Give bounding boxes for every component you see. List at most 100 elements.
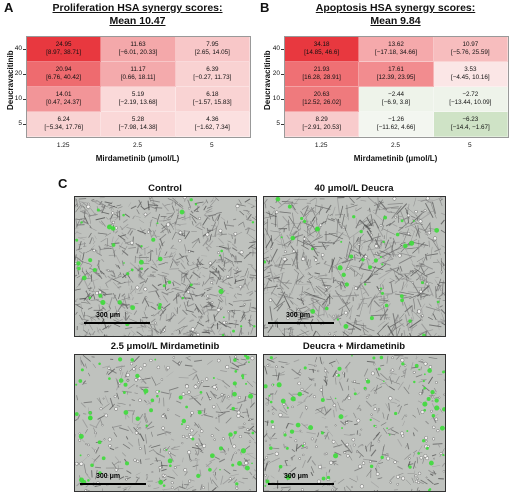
micrograph-control xyxy=(74,196,257,337)
panel-a-title-line2: Mean 10.47 xyxy=(109,15,166,27)
cell-ci: [−2.91, 20.53] xyxy=(302,124,342,131)
y-tick-mark xyxy=(281,48,284,50)
heatmap-cell: 21.93 [16.28, 28.91] xyxy=(285,62,360,87)
micrograph-title-combination: Deucra + Mirdametinib xyxy=(302,341,406,352)
y-tick-mark xyxy=(281,98,284,100)
cell-ci: [2.65, 14.05] xyxy=(194,49,230,56)
cell-value: −1.26 xyxy=(388,116,404,123)
heatmap-cell: 5.19 [−2.19, 13.68] xyxy=(101,87,176,112)
cell-value: 3.53 xyxy=(464,66,477,73)
y-tick-mark xyxy=(23,123,26,125)
cell-value: 8.29 xyxy=(315,116,328,123)
heatmap-cell: 6.39 [−0.27, 11.73] xyxy=(175,62,250,87)
cell-value: 7.95 xyxy=(206,41,219,48)
micrograph-title-deucra: 40 μmol/L Deucra xyxy=(314,183,394,194)
heatmap-cell: 10.97 [−5.76, 25.59] xyxy=(433,37,508,62)
x-tick-label: 5 xyxy=(468,142,472,149)
y-tick-label: 40 xyxy=(14,44,22,52)
panel-a-x-ticks: 1.25 2.5 5 xyxy=(26,140,249,152)
cell-value: 11.63 xyxy=(130,41,146,48)
scale-bar-mirdametinib xyxy=(80,483,146,485)
panel-b-heatmap: 34.18 [14.85, 46.6] 13.62 [−17.18, 34.66] 10… xyxy=(284,36,509,138)
micrograph-combination xyxy=(263,354,446,492)
cell-ci: [−4.45, 10.16] xyxy=(450,74,490,81)
y-tick-label: 20 xyxy=(272,69,280,77)
cell-ci: [−13.44, 10.09] xyxy=(449,99,492,106)
micrograph-texture xyxy=(75,355,256,491)
micrograph-title-mirdametinib: 2.5 μmol/L Mirdametinib xyxy=(110,341,220,352)
cell-ci: [12.39, 23.95] xyxy=(376,74,416,81)
heatmap-cell: 13.62 [−17.18, 34.66] xyxy=(359,37,434,62)
scale-bar-deucra xyxy=(268,322,334,324)
panel-b-x-ticks: 1.25 2.5 5 xyxy=(284,140,507,152)
micrograph-mirdametinib xyxy=(74,354,257,492)
cell-ci: [−2.19, 13.68] xyxy=(118,99,158,106)
cell-ci: [−7.98, 14.38] xyxy=(118,124,158,131)
scale-label-combination: 300 μm xyxy=(284,473,309,480)
cell-ci: [−1.57, 15.83] xyxy=(192,99,232,106)
cell-ci: [0.47, 24.37] xyxy=(46,99,82,106)
heatmap-cell: 6.24 [−5.34, 17.76] xyxy=(27,112,102,137)
cell-value: 34.18 xyxy=(313,41,330,48)
heatmap-cell: 3.53 [−4.45, 10.16] xyxy=(433,62,508,87)
cell-ci: [−11.62, 4.66] xyxy=(376,124,416,131)
cell-value: 11.17 xyxy=(130,66,146,73)
micrograph-deucra xyxy=(263,196,446,337)
micrograph-texture xyxy=(264,355,445,491)
cell-value: 20.63 xyxy=(313,91,330,98)
panel-a-heatmap: 24.95 [8.97, 38.71] 11.63 [−6.01, 20.33] 7.9… xyxy=(26,36,251,138)
cell-value: −6.23 xyxy=(462,116,479,123)
y-tick-mark xyxy=(23,48,26,50)
cell-ci: [−6.9, 3.8] xyxy=(381,99,411,106)
panel-a-y-ticks: 40 20 10 5 xyxy=(8,36,26,136)
cell-ci: [0.66, 18.11] xyxy=(120,74,156,81)
panel-b-title: Apoptosis HSA synergy scores: Mean 9.84 xyxy=(278,2,513,28)
y-tick-mark xyxy=(23,73,26,75)
cell-ci: [12.52, 26.02] xyxy=(302,99,341,106)
cell-value: 4.36 xyxy=(206,116,219,123)
heatmap-cell: 17.61 [12.39, 23.95] xyxy=(359,62,434,87)
y-tick-mark xyxy=(281,73,284,75)
heatmap-cell: 6.18 [−1.57, 15.83] xyxy=(175,87,250,112)
y-tick-label: 5 xyxy=(18,119,22,127)
heatmap-cell: −2.72 [−13.44, 10.09] xyxy=(433,87,508,112)
heatmap-cell: 11.63 [−6.01, 20.33] xyxy=(101,37,176,62)
cell-ci: [−5.76, 25.59] xyxy=(450,49,490,56)
cell-value: 13.62 xyxy=(388,41,404,48)
heatmap-cell: 5.28 [−7.98, 14.38] xyxy=(101,112,176,137)
scale-bar-combination xyxy=(268,483,334,485)
cell-value: −2.44 xyxy=(388,91,404,98)
cell-ci: [16.28, 28.91] xyxy=(302,74,341,81)
x-tick-label: 5 xyxy=(210,142,214,149)
cell-value: 14.01 xyxy=(55,91,72,98)
panel-c-letter: C xyxy=(58,176,68,191)
cell-value: 21.93 xyxy=(313,66,330,73)
y-tick-mark xyxy=(23,98,26,100)
panel-a-xlabel: Mirdametinib (μmol/L) xyxy=(95,154,180,163)
y-tick-label: 5 xyxy=(276,119,280,127)
cell-ci: [8.97, 38.71] xyxy=(46,49,82,56)
cell-ci: [−0.27, 11.73] xyxy=(193,74,232,81)
cell-ci: [14.85, 46.6] xyxy=(304,49,340,56)
y-tick-label: 20 xyxy=(14,69,22,77)
scale-bar-control xyxy=(84,322,150,324)
panel-b-letter: B xyxy=(260,0,270,15)
scale-label-deucra: 300 μm xyxy=(286,312,311,319)
y-tick-mark xyxy=(281,123,284,125)
cell-value: −2.72 xyxy=(462,91,479,98)
panel-a-title: Proliferation HSA synergy scores: Mean 1… xyxy=(20,2,255,28)
heatmap-cell: 7.95 [2.65, 14.05] xyxy=(175,37,250,62)
cell-value: 6.39 xyxy=(206,66,219,73)
heatmap-cell: 24.95 [8.97, 38.71] xyxy=(27,37,102,62)
scale-label-control: 300 μm xyxy=(96,312,121,319)
cell-value: 5.28 xyxy=(131,116,145,123)
heatmap-cell: 8.29 [−2.91, 20.53] xyxy=(285,112,360,137)
cell-value: 5.19 xyxy=(131,91,145,98)
cell-ci: [−17.18, 34.66] xyxy=(374,49,418,56)
cell-ci: [6.76, 40.42] xyxy=(46,74,82,81)
cell-ci: [−5.34, 17.76] xyxy=(44,124,84,131)
panel-b-title-line1: Apoptosis HSA synergy scores: xyxy=(315,2,476,14)
cell-value: 20.94 xyxy=(55,66,72,73)
heatmap-cell: −1.26 [−11.62, 4.66] xyxy=(359,112,434,137)
cell-value: 6.18 xyxy=(206,91,219,98)
